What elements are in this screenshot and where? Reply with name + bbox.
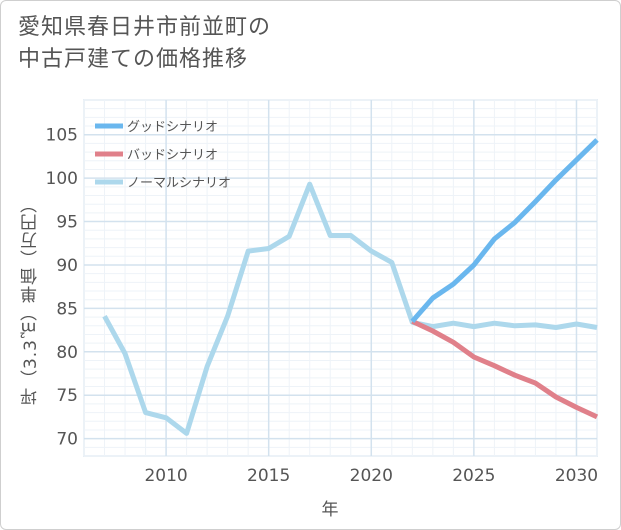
x-tick-label-2025: 2025 xyxy=(452,466,495,486)
y-tick-label-75: 75 xyxy=(56,386,78,406)
y-tick-label-95: 95 xyxy=(56,213,78,233)
legend-label-0: グッドシナリオ xyxy=(127,120,218,135)
x-tick-label-2030: 2030 xyxy=(555,466,598,486)
y-tick-label-80: 80 xyxy=(56,343,78,363)
x-tick-label-2010: 2010 xyxy=(144,466,187,486)
series-line-0 xyxy=(410,138,599,324)
legend-label-2: ノーマルシナリオ xyxy=(127,176,231,191)
y-tick-label-70: 70 xyxy=(56,430,78,450)
x-tick-label-2020: 2020 xyxy=(350,466,393,486)
chart-title: 愛知県春日井市前並町の 中古戸建ての価格推移 xyxy=(18,12,271,76)
x-axis-label: 年 xyxy=(321,500,339,520)
chart-title-line-1: 愛知県春日井市前並町の xyxy=(18,15,272,40)
series-line-1 xyxy=(411,319,599,420)
legend-label-1: バッドシナリオ xyxy=(127,148,218,163)
series-lines xyxy=(102,138,599,436)
grid xyxy=(83,99,598,457)
y-tick-label-105: 105 xyxy=(46,126,78,146)
series-line-2 xyxy=(102,181,598,436)
axis-ticks: 2010 2015 2020 2025 2030 70 75 80 85 90 95 100 105 xyxy=(46,126,599,486)
y-tick-label-90: 90 xyxy=(56,256,78,276)
y-tick-label-85: 85 xyxy=(56,299,78,319)
x-tick-label-2015: 2015 xyxy=(247,466,290,486)
chart-title-line-2: 中古戸建ての価格推移 xyxy=(18,47,249,72)
y-tick-label-100: 100 xyxy=(46,169,78,189)
